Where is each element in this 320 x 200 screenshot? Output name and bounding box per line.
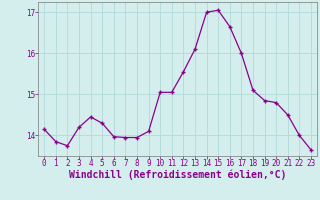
X-axis label: Windchill (Refroidissement éolien,°C): Windchill (Refroidissement éolien,°C) — [69, 170, 286, 180]
